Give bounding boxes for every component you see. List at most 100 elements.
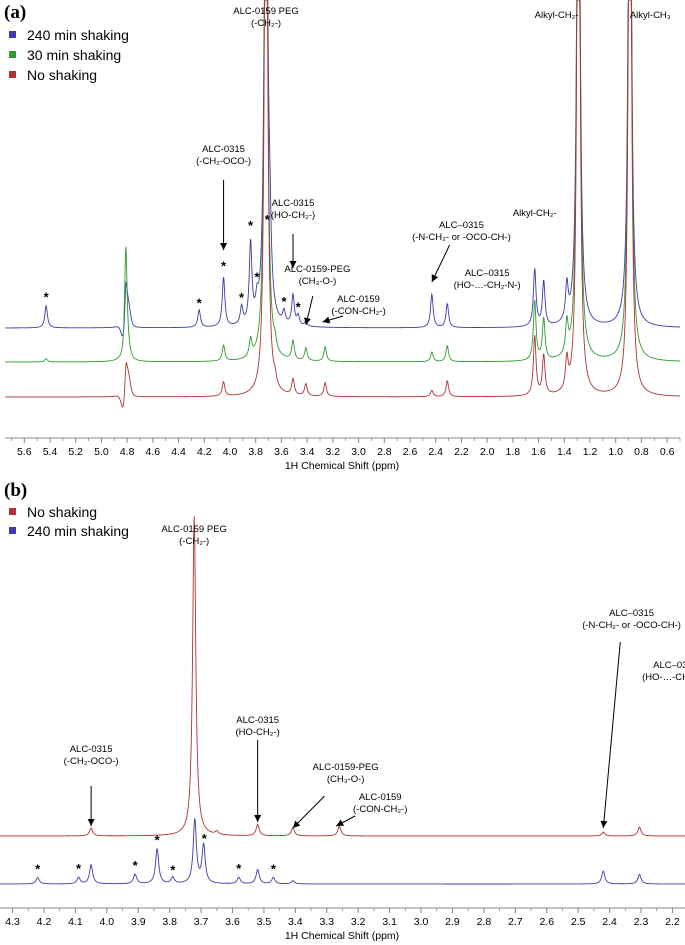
impurity-asterisk: *: [170, 862, 176, 877]
peak-annotation: Alkyl-CH₂-: [535, 10, 579, 21]
x-tick-label: 2.9: [445, 916, 460, 928]
peak-annotation: ALC-0315: [236, 715, 279, 726]
x-tick-label: 4.1: [68, 916, 83, 928]
x-tick-label: 4.6: [146, 446, 161, 458]
annotation-arrowhead: [254, 815, 262, 822]
peak-annotation: ALC–0315: [609, 608, 654, 619]
x-tick-label: 2.8: [377, 446, 392, 458]
x-tick-label: 2.0: [480, 446, 495, 458]
x-tick-label: 3.6: [274, 446, 289, 458]
peak-annotation: ALC-0159-PEG: [313, 762, 379, 773]
x-tick-label: 3.7: [194, 916, 209, 928]
x-tick-label: 3.4: [288, 916, 303, 928]
impurity-asterisk: *: [254, 269, 260, 284]
annotation-arrowhead: [600, 820, 608, 828]
peak-annotation: (-CON-CH₂-): [353, 804, 407, 815]
annotation-arrowhead: [336, 819, 345, 826]
panel-b-label: (b): [4, 480, 27, 501]
peak-annotation: ALC-0159: [337, 294, 380, 305]
panel-b-x-axis-title: 1H Chemical Shift (ppm): [285, 930, 399, 942]
legend-swatch-240min: [9, 527, 16, 534]
annotation-arrow: [602, 641, 621, 829]
impurity-asterisk: *: [281, 294, 287, 309]
annotation-arrowhead: [289, 261, 297, 268]
peak-annotation: ALC-0315: [272, 198, 315, 209]
peak-annotation: ALC-0159: [359, 792, 402, 803]
annotation-arrowhead: [431, 274, 439, 282]
spectrum-line-no-shaking: [0, 516, 685, 837]
legend-swatch-30min: [9, 51, 16, 58]
legend-label-240min: 240 min shaking: [27, 523, 129, 539]
legend-swatch-noshaking: [9, 508, 16, 515]
x-tick-label: 3.9: [131, 916, 146, 928]
x-tick-label: 3.8: [248, 446, 263, 458]
legend-swatch-240min: [9, 31, 16, 38]
annotation-arrowhead: [220, 243, 228, 250]
x-tick-label: 3.2: [326, 446, 341, 458]
x-tick-label: 5.0: [94, 446, 109, 458]
impurity-asterisk: *: [155, 832, 161, 847]
x-tick-label: 4.2: [37, 916, 52, 928]
x-tick-label: 3.8: [162, 916, 177, 928]
peak-annotation: ALC-0159 PEG: [233, 6, 298, 17]
x-tick-label: 2.6: [403, 446, 418, 458]
panel-b: (b) No shaking 240 min shaking 4.3 4.2 4.1…: [0, 480, 685, 942]
x-tick-label: 2.2: [454, 446, 469, 458]
peak-annotation: ALC-0315: [202, 144, 245, 155]
annotation-arrowhead: [87, 819, 95, 826]
x-tick-label: 1.2: [583, 446, 598, 458]
impurity-asterisk: *: [221, 259, 227, 274]
x-tick-label: 4.3: [5, 916, 20, 928]
peak-annotation: (HO-CH₂-): [271, 210, 315, 221]
peak-annotation: (HO-…-CH₂-N-): [454, 280, 521, 291]
x-tick-label: 2.7: [508, 916, 523, 928]
impurity-asterisk: *: [44, 290, 50, 305]
annotation-arrowhead: [304, 317, 311, 325]
x-tick-label: 2.6: [539, 916, 554, 928]
x-tick-label: 2.2: [665, 916, 680, 928]
x-tick-label: 3.0: [414, 916, 429, 928]
x-tick-label: 3.6: [225, 916, 240, 928]
x-tick-label: 5.4: [43, 446, 58, 458]
x-tick-label: 5.2: [68, 446, 83, 458]
peak-annotation: (-CH₂-): [251, 18, 281, 29]
peak-annotation: ALC–0315: [439, 220, 484, 231]
legend-swatch-noshaking: [9, 71, 16, 78]
impurity-asterisk: *: [133, 858, 139, 873]
annotation-arrowhead: [292, 820, 301, 828]
impurity-asterisk: *: [265, 212, 271, 227]
legend-label-noshaking: No shaking: [27, 504, 97, 520]
x-tick-label: 1.0: [608, 446, 623, 458]
impurity-asterisk: *: [197, 296, 203, 311]
peak-annotation: ALC-0159-PEG: [284, 264, 350, 275]
peak-annotation: Alkyl-CH₂-: [513, 208, 557, 219]
peak-annotation: ALC-0315: [70, 744, 113, 755]
impurity-asterisk: *: [236, 861, 242, 876]
panel-b-legend: No shaking 240 min shaking: [9, 504, 129, 539]
impurity-asterisk: *: [248, 218, 254, 233]
legend-label-30min: 30 min shaking: [27, 47, 121, 63]
peak-annotation: (-CH₂-): [179, 536, 209, 547]
peak-annotation: (-N-CH₂- or -OCO-CH-): [582, 620, 681, 631]
peak-annotation: ALC-0159 PEG: [161, 524, 226, 535]
x-tick-label: 1.6: [531, 446, 546, 458]
x-tick-label: 3.1: [382, 916, 397, 928]
x-tick-label: 5.6: [17, 446, 32, 458]
panel-a-legend: 240 min shaking 30 min shaking No shakin…: [9, 27, 129, 83]
x-tick-label: 4.0: [100, 916, 115, 928]
x-tick-label: 2.8: [477, 916, 492, 928]
peak-annotation: (-CH₂-OCO-): [196, 156, 251, 167]
annotation-arrowhead: [322, 316, 331, 324]
spectrum-line-240-min-shaking: [5, 0, 681, 337]
x-tick-label: 3.3: [319, 916, 334, 928]
peak-annotation: (-CH₂-OCO-): [64, 756, 119, 767]
peak-annotation: (-N-CH₂- or -OCO-CH-): [412, 232, 511, 243]
x-tick-label: 2.4: [602, 916, 617, 928]
peak-annotation: ALC–0315: [653, 660, 685, 671]
x-tick-label: 2.4: [428, 446, 443, 458]
x-tick-label: 4.2: [197, 446, 212, 458]
impurity-asterisk: *: [271, 861, 277, 876]
x-tick-label: 4.8: [120, 446, 135, 458]
annotation-arrow: [292, 795, 325, 829]
